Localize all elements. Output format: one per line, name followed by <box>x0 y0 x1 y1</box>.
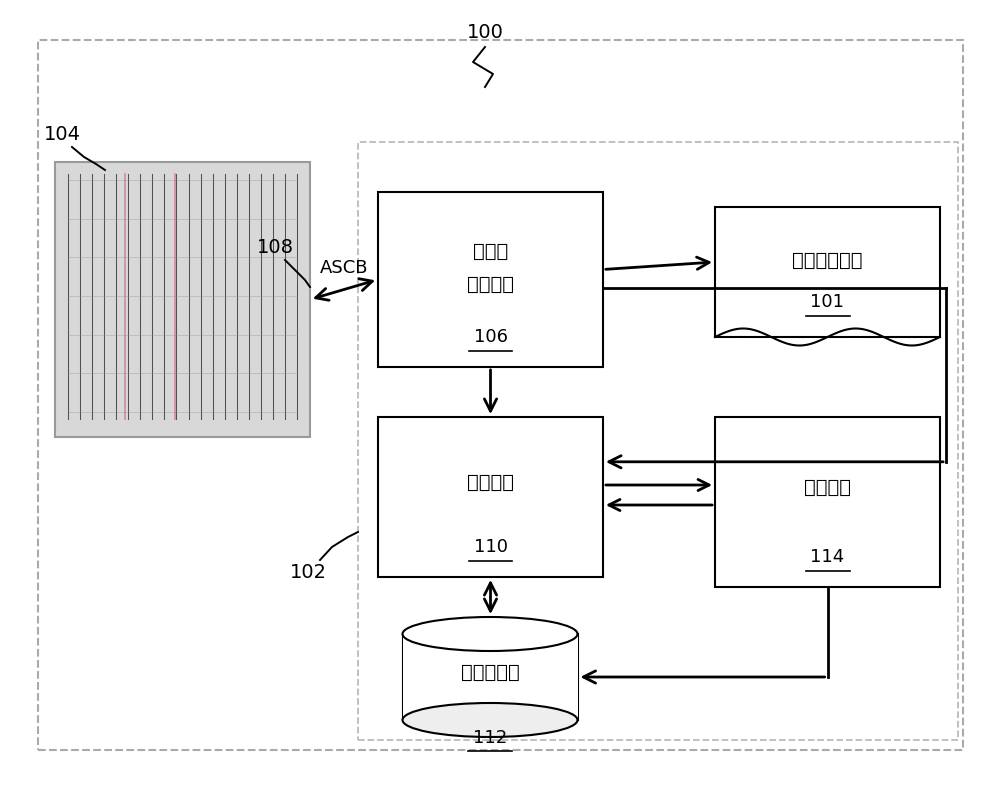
Text: 112: 112 <box>473 729 507 747</box>
Bar <box>378 417 603 577</box>
Text: 102: 102 <box>290 562 327 581</box>
Text: 108: 108 <box>257 238 294 257</box>
Text: 推荐系统: 推荐系统 <box>804 478 851 497</box>
Bar <box>715 417 940 587</box>
Bar <box>378 192 603 367</box>
Text: 104: 104 <box>44 124 81 143</box>
Bar <box>358 142 958 740</box>
Text: 电子工作日志: 电子工作日志 <box>792 250 863 269</box>
Ellipse shape <box>403 703 578 737</box>
Bar <box>55 162 310 437</box>
Bar <box>715 207 940 337</box>
Text: 护计算机: 护计算机 <box>467 275 514 294</box>
Text: ASCB: ASCB <box>320 258 368 276</box>
Bar <box>38 40 963 750</box>
Text: 114: 114 <box>810 548 845 566</box>
Text: 110: 110 <box>474 538 508 556</box>
Ellipse shape <box>403 617 578 651</box>
Text: 数据存储库: 数据存储库 <box>461 662 519 681</box>
Bar <box>403 634 578 720</box>
Text: 中央维: 中央维 <box>473 242 508 261</box>
Text: 106: 106 <box>474 328 508 346</box>
Text: 101: 101 <box>810 293 844 311</box>
Text: 远程终端: 远程终端 <box>467 473 514 492</box>
Text: 100: 100 <box>467 22 503 41</box>
